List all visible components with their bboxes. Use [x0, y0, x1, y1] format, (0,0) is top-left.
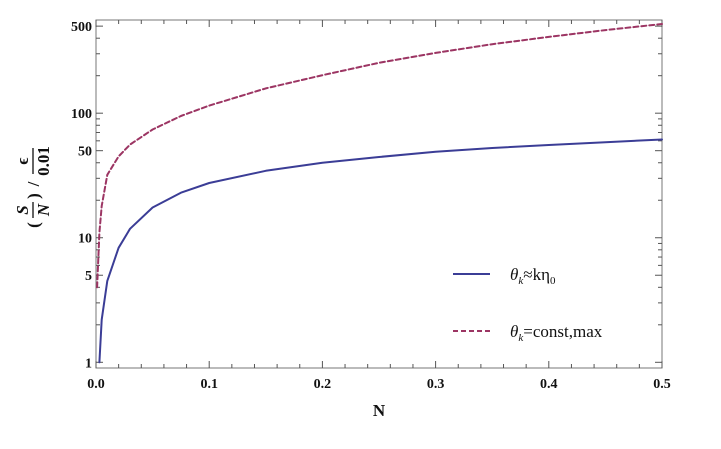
- y-axis-title-numerator: S: [13, 205, 32, 214]
- series-line-2: [96, 23, 663, 289]
- y-tick-label: 500: [71, 20, 92, 35]
- y-tick-label: 10: [78, 232, 92, 247]
- y-axis-title-epsilon: ϵ: [13, 157, 32, 164]
- x-tick-label: 0.1: [200, 377, 218, 392]
- axis-ticks: 0.0 0.1 0.2 0.3 0.4 0.5 1 5 10 50 100 500: [71, 20, 671, 392]
- y-tick-label: 50: [78, 145, 92, 160]
- x-tick-label: 0.5: [653, 377, 671, 392]
- x-tick-label: 0.3: [427, 377, 445, 392]
- x-tick-label: 0.2: [314, 377, 332, 392]
- y-tick-label: 100: [71, 107, 92, 122]
- y-axis-title-slash: /: [24, 181, 43, 187]
- y-axis-title-denominator: N: [34, 203, 53, 217]
- plot-frame: [95, 19, 663, 369]
- series-lines: [96, 23, 663, 364]
- legend-label-series-1: θk≈kη0: [510, 265, 556, 287]
- legend-label-series-2: θk=const,max: [510, 322, 603, 344]
- y-axis-title: S N ( ) / ϵ 0.01: [13, 146, 53, 228]
- y-tick-label: 1: [85, 356, 92, 371]
- y-axis-title-epsilon-denominator: 0.01: [34, 146, 53, 176]
- series-line-1: [98, 138, 663, 364]
- x-tick-label: 0.4: [540, 377, 558, 392]
- y-axis-title-close-paren: ): [24, 193, 43, 199]
- x-axis-title: N: [373, 401, 386, 420]
- y-tick-label: 5: [85, 269, 92, 284]
- y-axis-title-open-paren: (: [24, 222, 43, 228]
- legend: θk≈kη0 θk=const,max: [453, 265, 603, 344]
- x-tick-label: 0.0: [87, 377, 105, 392]
